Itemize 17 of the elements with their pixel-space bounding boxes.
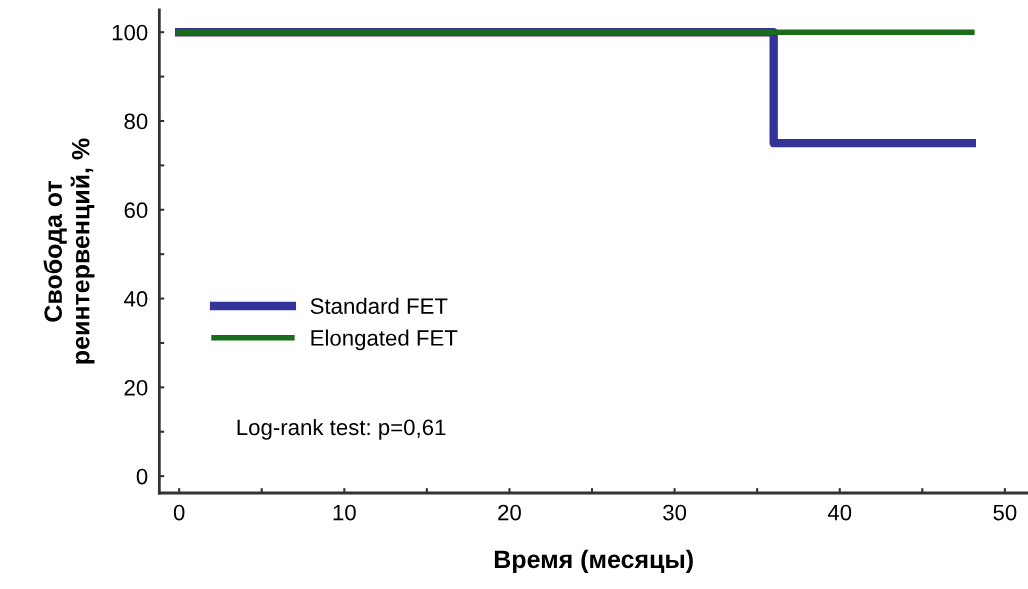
y-tick-label: 80: [124, 113, 148, 130]
x-tick-label: 40: [827, 504, 852, 521]
x-tick-label: 0: [173, 504, 185, 521]
legend-label: Elongated FET: [311, 329, 458, 351]
x-axis-title: Время (месяцы): [494, 549, 693, 574]
legend-label: Standard FET: [310, 297, 448, 314]
y-tick-label: 40: [124, 291, 148, 307]
y-tick-label: 100: [112, 24, 148, 41]
x-tick-label: 50: [993, 504, 1017, 521]
y-tick-label: 60: [124, 202, 148, 219]
annotation: Log-rank test: p=0,61: [237, 418, 446, 440]
x-tick-label: 20: [498, 504, 521, 521]
y-tick-label: 20: [124, 379, 148, 396]
y-axis-title: Свобода от реинтервенций, %: [43, 138, 95, 364]
x-tick-label: 30: [663, 504, 687, 521]
y-tick-label: 0: [136, 468, 148, 485]
x-tick-label: 10: [333, 504, 356, 521]
